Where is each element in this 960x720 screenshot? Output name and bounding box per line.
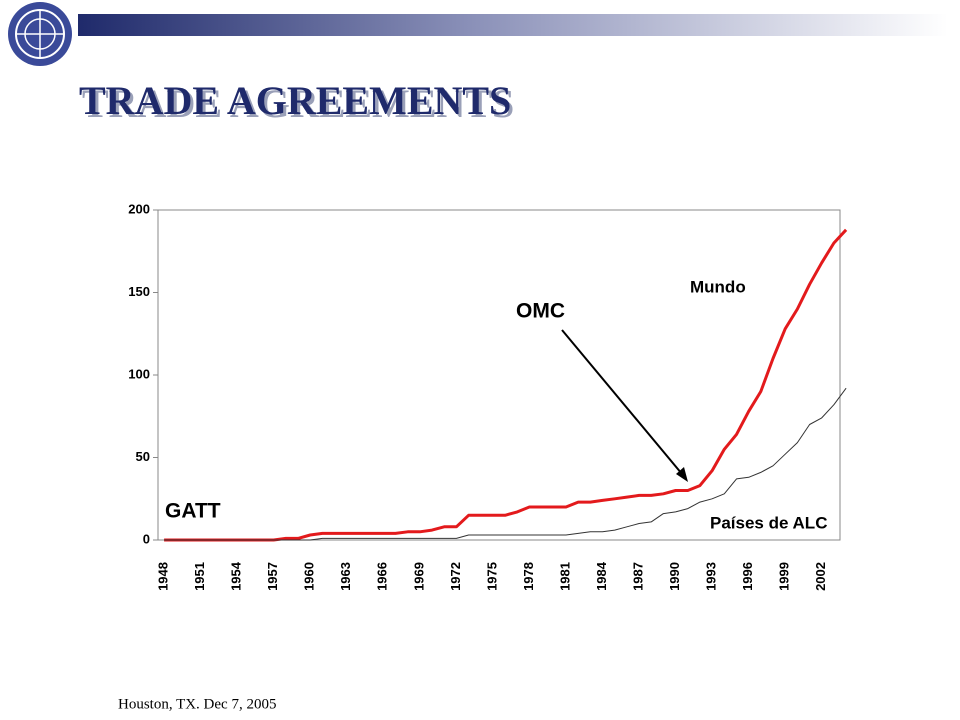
arrow xyxy=(561,329,683,475)
x-tick-label: 1957 xyxy=(265,562,280,591)
title-shadow: TRADE AGREEMENTS xyxy=(82,81,514,126)
x-tick-label: 1996 xyxy=(740,562,755,591)
x-tick-label: 1960 xyxy=(302,562,317,591)
y-tick-label: 50 xyxy=(136,449,150,464)
x-tick-label: 2002 xyxy=(813,562,828,591)
x-tick-label: 1966 xyxy=(375,562,390,591)
series-label: Mundo xyxy=(690,277,746,296)
annotation: GATT xyxy=(165,500,221,523)
arrow-head xyxy=(676,467,688,482)
footer: Houston, TX. Dec 7, 2005 xyxy=(118,696,276,712)
y-tick-label: 200 xyxy=(128,201,150,216)
plot-frame xyxy=(157,209,841,541)
series-line xyxy=(164,387,847,541)
x-tick-label: 1987 xyxy=(630,562,645,591)
x-tick-label: 1984 xyxy=(594,561,609,591)
series-label: Países de ALC xyxy=(710,513,827,532)
y-tick-label: 0 xyxy=(143,531,150,546)
x-tick-label: 1981 xyxy=(557,562,572,591)
y-tick-label: 100 xyxy=(128,366,150,381)
x-tick-label: 1978 xyxy=(521,562,536,591)
x-tick-label: 1993 xyxy=(704,562,719,591)
x-tick-label: 1972 xyxy=(448,562,463,591)
header-bar xyxy=(78,14,948,36)
x-tick-label: 1975 xyxy=(484,562,499,591)
x-tick-label: 1969 xyxy=(411,562,426,591)
un-logo xyxy=(8,2,72,66)
chart-title: TRADE AGREEMENTS xyxy=(79,78,511,123)
annotation: OMC xyxy=(516,300,565,323)
y-tick-label: 150 xyxy=(128,284,150,299)
x-tick-label: 1948 xyxy=(156,562,171,591)
x-tick-label: 1990 xyxy=(667,562,682,591)
series-line xyxy=(164,228,848,542)
x-tick-label: 1951 xyxy=(192,562,207,591)
x-tick-label: 1999 xyxy=(777,562,792,591)
x-tick-label: 1954 xyxy=(229,561,244,591)
x-tick-label: 1963 xyxy=(338,562,353,591)
